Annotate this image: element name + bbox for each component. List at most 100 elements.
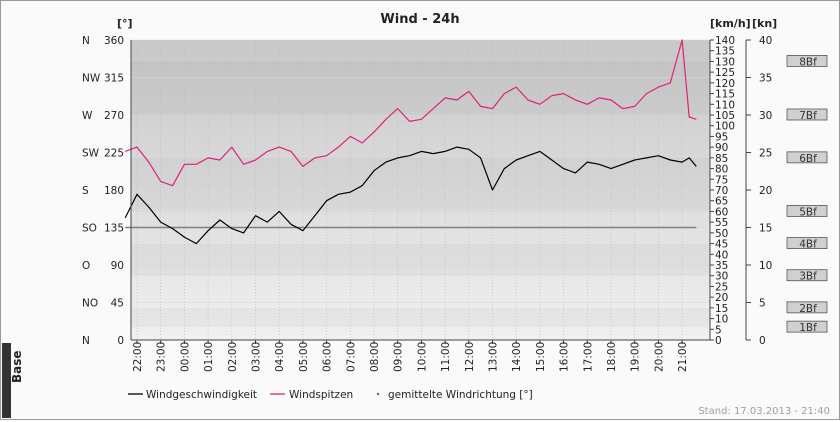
- x-tick-label: 23:00: [156, 342, 168, 372]
- beaufort-box: [786, 269, 828, 282]
- direction-tick-label: 315: [104, 73, 124, 85]
- chart-title: Wind - 24h: [380, 12, 460, 27]
- beaufort-band: [131, 244, 710, 276]
- x-tick-label: 19:00: [630, 342, 642, 372]
- beaufort-label: 1Bf: [799, 322, 817, 334]
- x-tick-label: 03:00: [251, 342, 263, 372]
- kmh-tick-label: 125: [715, 67, 735, 79]
- compass-label: N: [82, 35, 90, 47]
- kn-tick-label: 20: [759, 185, 772, 197]
- direction-unit-label: [°]: [117, 17, 133, 30]
- beaufort-label: 7Bf: [799, 110, 817, 122]
- compass-label: SW: [82, 148, 100, 160]
- direction-tick-label: 360: [104, 35, 124, 47]
- direction-tick-label: 225: [104, 148, 124, 160]
- direction-tick-label: 270: [104, 110, 124, 122]
- gust-series-line: [124, 39, 697, 187]
- legend-label-direction: gemittelte Windrichtung [°]: [388, 389, 533, 401]
- x-tick-label: 11:00: [440, 342, 452, 372]
- x-tick-label: 14:00: [511, 342, 523, 372]
- kmh-tick-label: 130: [715, 56, 735, 68]
- x-tick-label: 08:00: [369, 342, 381, 372]
- x-tick-label: 13:00: [488, 342, 500, 372]
- x-tick-label: 05:00: [298, 342, 310, 372]
- x-tick-label: 16:00: [559, 342, 571, 372]
- logo-mark: [2, 343, 11, 418]
- beaufort-box: [786, 320, 828, 333]
- compass-label: NW: [82, 73, 101, 85]
- legend-label-gust: Windspitzen: [289, 389, 353, 401]
- kmh-tick-label: 85: [715, 153, 728, 165]
- x-tick-label: 21:00: [677, 342, 689, 372]
- beaufort-band: [131, 158, 710, 212]
- kmh-tick-label: 50: [715, 228, 728, 240]
- kmh-tick-label: 60: [715, 206, 728, 218]
- kmh-tick-label: 65: [715, 196, 728, 208]
- kmh-tick-label: 45: [715, 239, 728, 251]
- compass-label: SO: [82, 223, 97, 235]
- kmh-tick-label: 10: [715, 314, 728, 326]
- direction-tick-label: 135: [104, 223, 124, 235]
- direction-tick-label: 0: [117, 335, 124, 347]
- axes-group: 22:00 23:00 00:00 01:00 02:00 03:00 04:00 05:00…: [82, 35, 828, 372]
- legend: Windgeschwindigkeit Windspitzen gemittelte…: [128, 389, 533, 401]
- kmh-tick-label: 115: [715, 89, 735, 101]
- kmh-tick-label: 70: [715, 185, 728, 197]
- x-tick-label: 15:00: [535, 342, 547, 372]
- x-tick-label: 09:00: [393, 342, 405, 372]
- beaufort-box: [786, 108, 828, 121]
- kmh-tick-label: 55: [715, 217, 728, 229]
- beaufort-label: 3Bf: [799, 271, 817, 283]
- logo-watermark: Base: [1, 343, 25, 418]
- beaufort-label: 2Bf: [799, 303, 817, 315]
- kmh-tick-label: 15: [715, 303, 728, 315]
- kn-unit-label: [kn]: [752, 17, 778, 30]
- beaufort-band: [131, 308, 710, 327]
- x-tick-label: 00:00: [179, 342, 191, 372]
- kmh-tick-label: 140: [715, 35, 735, 47]
- beaufort-label: 8Bf: [799, 56, 817, 68]
- x-tick-label: 10:00: [416, 342, 428, 372]
- kmh-tick-label: 95: [715, 131, 728, 143]
- compass-label: NO: [82, 298, 98, 310]
- x-tick-label: 01:00: [203, 342, 215, 372]
- beaufort-label: 4Bf: [799, 239, 817, 251]
- kn-tick-label: 15: [759, 223, 772, 235]
- kmh-tick-label: 110: [715, 99, 735, 111]
- x-tick-label: 04:00: [274, 342, 286, 372]
- legend-swatch-direction: [376, 392, 380, 396]
- series-group: [124, 39, 697, 245]
- logo-text: Base: [10, 350, 24, 383]
- beaufort-box: [786, 237, 828, 249]
- beaufort-band: [131, 61, 710, 115]
- x-tick-label: 06:00: [322, 342, 334, 372]
- beaufort-box: [786, 205, 828, 217]
- kmh-tick-label: 0: [715, 335, 722, 347]
- speed-series-line: [124, 146, 697, 245]
- kn-tick-label: 0: [759, 335, 766, 347]
- kmh-tick-label: 80: [715, 164, 728, 176]
- kmh-tick-label: 40: [715, 249, 728, 261]
- x-tick-label: 17:00: [582, 342, 594, 372]
- compass-label: W: [82, 110, 93, 122]
- kmh-tick-label: 25: [715, 281, 728, 293]
- x-tick-label: 12:00: [464, 342, 476, 372]
- kmh-tick-label: 30: [715, 271, 728, 283]
- beaufort-label: 5Bf: [799, 206, 817, 218]
- kmh-tick-label: 5: [715, 324, 722, 336]
- beaufort-box: [786, 151, 828, 164]
- x-tick-label: 02:00: [227, 342, 239, 372]
- beaufort-box: [786, 301, 828, 314]
- kmh-tick-label: 90: [715, 142, 728, 154]
- direction-tick-label: 90: [111, 260, 124, 272]
- beaufort-box: [786, 55, 828, 67]
- kmh-unit-label: [km/h]: [710, 17, 751, 30]
- x-tick-label: 20:00: [653, 342, 665, 372]
- kn-tick-label: 10: [759, 260, 772, 272]
- x-tick-label: 22:00: [132, 342, 144, 372]
- x-tick-label: 18:00: [606, 342, 618, 372]
- kmh-tick-label: 100: [715, 121, 735, 133]
- kmh-tick-label: 105: [715, 110, 735, 122]
- compass-label: O: [82, 260, 90, 272]
